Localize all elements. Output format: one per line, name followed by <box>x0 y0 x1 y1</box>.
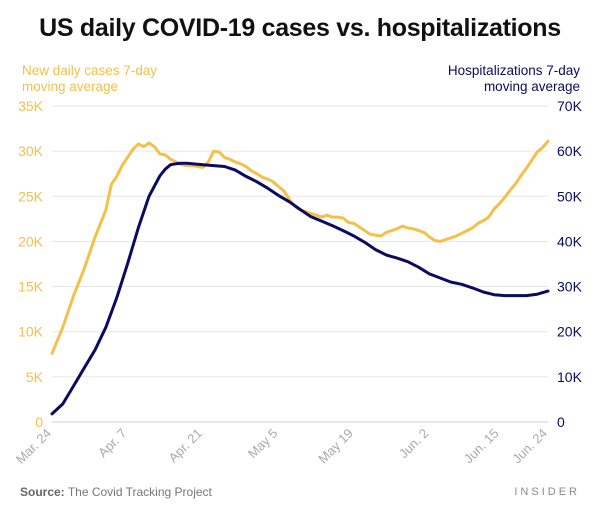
x-tick-label: Jun. 15 <box>461 426 502 467</box>
y-right-tick-label: 40K <box>557 233 583 249</box>
y-left-tick-label: 10K <box>18 324 44 340</box>
y-right-tick-label: 0 <box>557 414 565 430</box>
y-left-tick-label: 25K <box>18 188 44 204</box>
left-axis-label-line-1: New daily cases 7-day <box>22 63 158 78</box>
left-axis-label-line-2: moving average <box>22 79 119 94</box>
y-left-tick-label: 20K <box>18 233 44 249</box>
y-right-tick-label: 70K <box>557 98 583 114</box>
brand-logo: INSIDER <box>514 486 580 498</box>
source-note: Source: The Covid Tracking Project <box>20 485 212 499</box>
left-axis-label: New daily cases 7-day moving average <box>22 63 222 95</box>
x-tick-label: Apr. 7 <box>95 426 130 461</box>
x-tick-label: Jun. 24 <box>509 426 550 467</box>
x-tick-label: May 5 <box>245 426 281 462</box>
x-tick-label: Apr. 21 <box>165 426 205 466</box>
y-left-tick-label: 5K <box>26 369 44 385</box>
right-axis-label: Hospitalizations 7-day moving average <box>380 63 580 95</box>
y-right-tick-label: 10K <box>557 369 583 385</box>
y-left-tick-label: 15K <box>18 279 44 295</box>
y-left-tick-label: 0 <box>35 414 43 430</box>
right-axis-label-line-1: Hospitalizations 7-day <box>447 63 580 78</box>
y-right-tick-label: 30K <box>557 279 583 295</box>
y-right-tick-label: 60K <box>557 143 583 159</box>
series-line-hospitalizations <box>50 161 550 416</box>
y-left-tick-label: 30K <box>18 143 44 159</box>
x-tick-label: May 19 <box>315 426 356 467</box>
chart-title: US daily COVID-19 cases vs. hospitalizat… <box>39 14 561 42</box>
y-right-tick-label: 20K <box>557 324 583 340</box>
right-axis-label-line-2: moving average <box>483 79 580 94</box>
source-text: The Covid Tracking Project <box>67 485 212 499</box>
x-tick-label: Mar. 24 <box>13 426 54 467</box>
y-right-tick-label: 50K <box>557 188 583 204</box>
y-left-tick-label: 35K <box>18 98 44 114</box>
x-tick-label: Jun. 2 <box>396 426 432 462</box>
series-line-cases <box>50 139 550 355</box>
source-label: Source: <box>20 485 65 499</box>
